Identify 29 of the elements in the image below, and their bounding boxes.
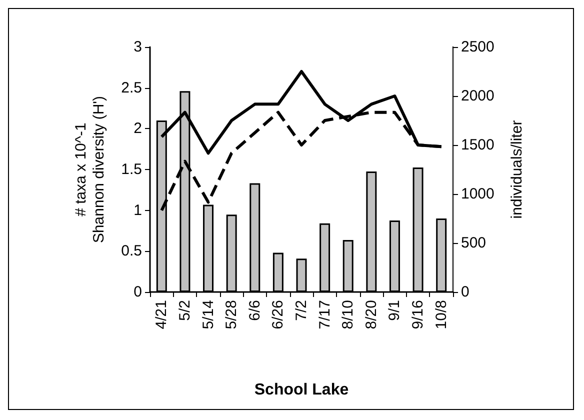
x-tick-label: 8/10: [340, 300, 357, 330]
x-tick-label: 9/1: [386, 300, 404, 321]
y-axis-title: # taxa x 10^-1 Shannon diversity (H'): [72, 96, 108, 244]
y2-tick-label: 2500: [461, 38, 494, 56]
y2-axis-title: individuals/liter: [508, 120, 526, 219]
x-tick-label: 4/21: [153, 300, 170, 330]
y-tick-label: 3: [134, 38, 142, 56]
x-tick-label: 10/8: [432, 300, 450, 330]
y-tick-label: 0: [134, 284, 142, 300]
x-tick-label: 5/14: [200, 300, 217, 330]
x-tick-label: 5/2: [176, 300, 194, 321]
y2-tick-label: 1500: [461, 136, 494, 154]
y2-tick-label: 1000: [461, 186, 494, 202]
y-tick-label: 2: [134, 120, 142, 138]
y2-tick-label: 500: [461, 234, 486, 252]
x-tick-label: 6/6: [246, 300, 264, 321]
y-tick-label: 1: [134, 202, 142, 219]
x-tick-label: 6/26: [270, 300, 287, 330]
x-tick-label: 9/16: [410, 300, 427, 330]
x-tick-label: 8/20: [362, 300, 380, 330]
x-tick-label: 7/2: [293, 300, 310, 321]
y2-tick-label: 2000: [461, 88, 494, 104]
y-tick-label: 2.5: [121, 79, 142, 96]
x-tick-label: 5/28: [223, 300, 240, 330]
y2-tick-label: 0: [461, 284, 470, 300]
y-tick-label: 1.5: [121, 161, 142, 178]
x-tick-label: 7/17: [316, 300, 334, 330]
y-tick-label: 0.5: [121, 242, 142, 260]
x-axis-title: School Lake: [254, 382, 349, 398]
